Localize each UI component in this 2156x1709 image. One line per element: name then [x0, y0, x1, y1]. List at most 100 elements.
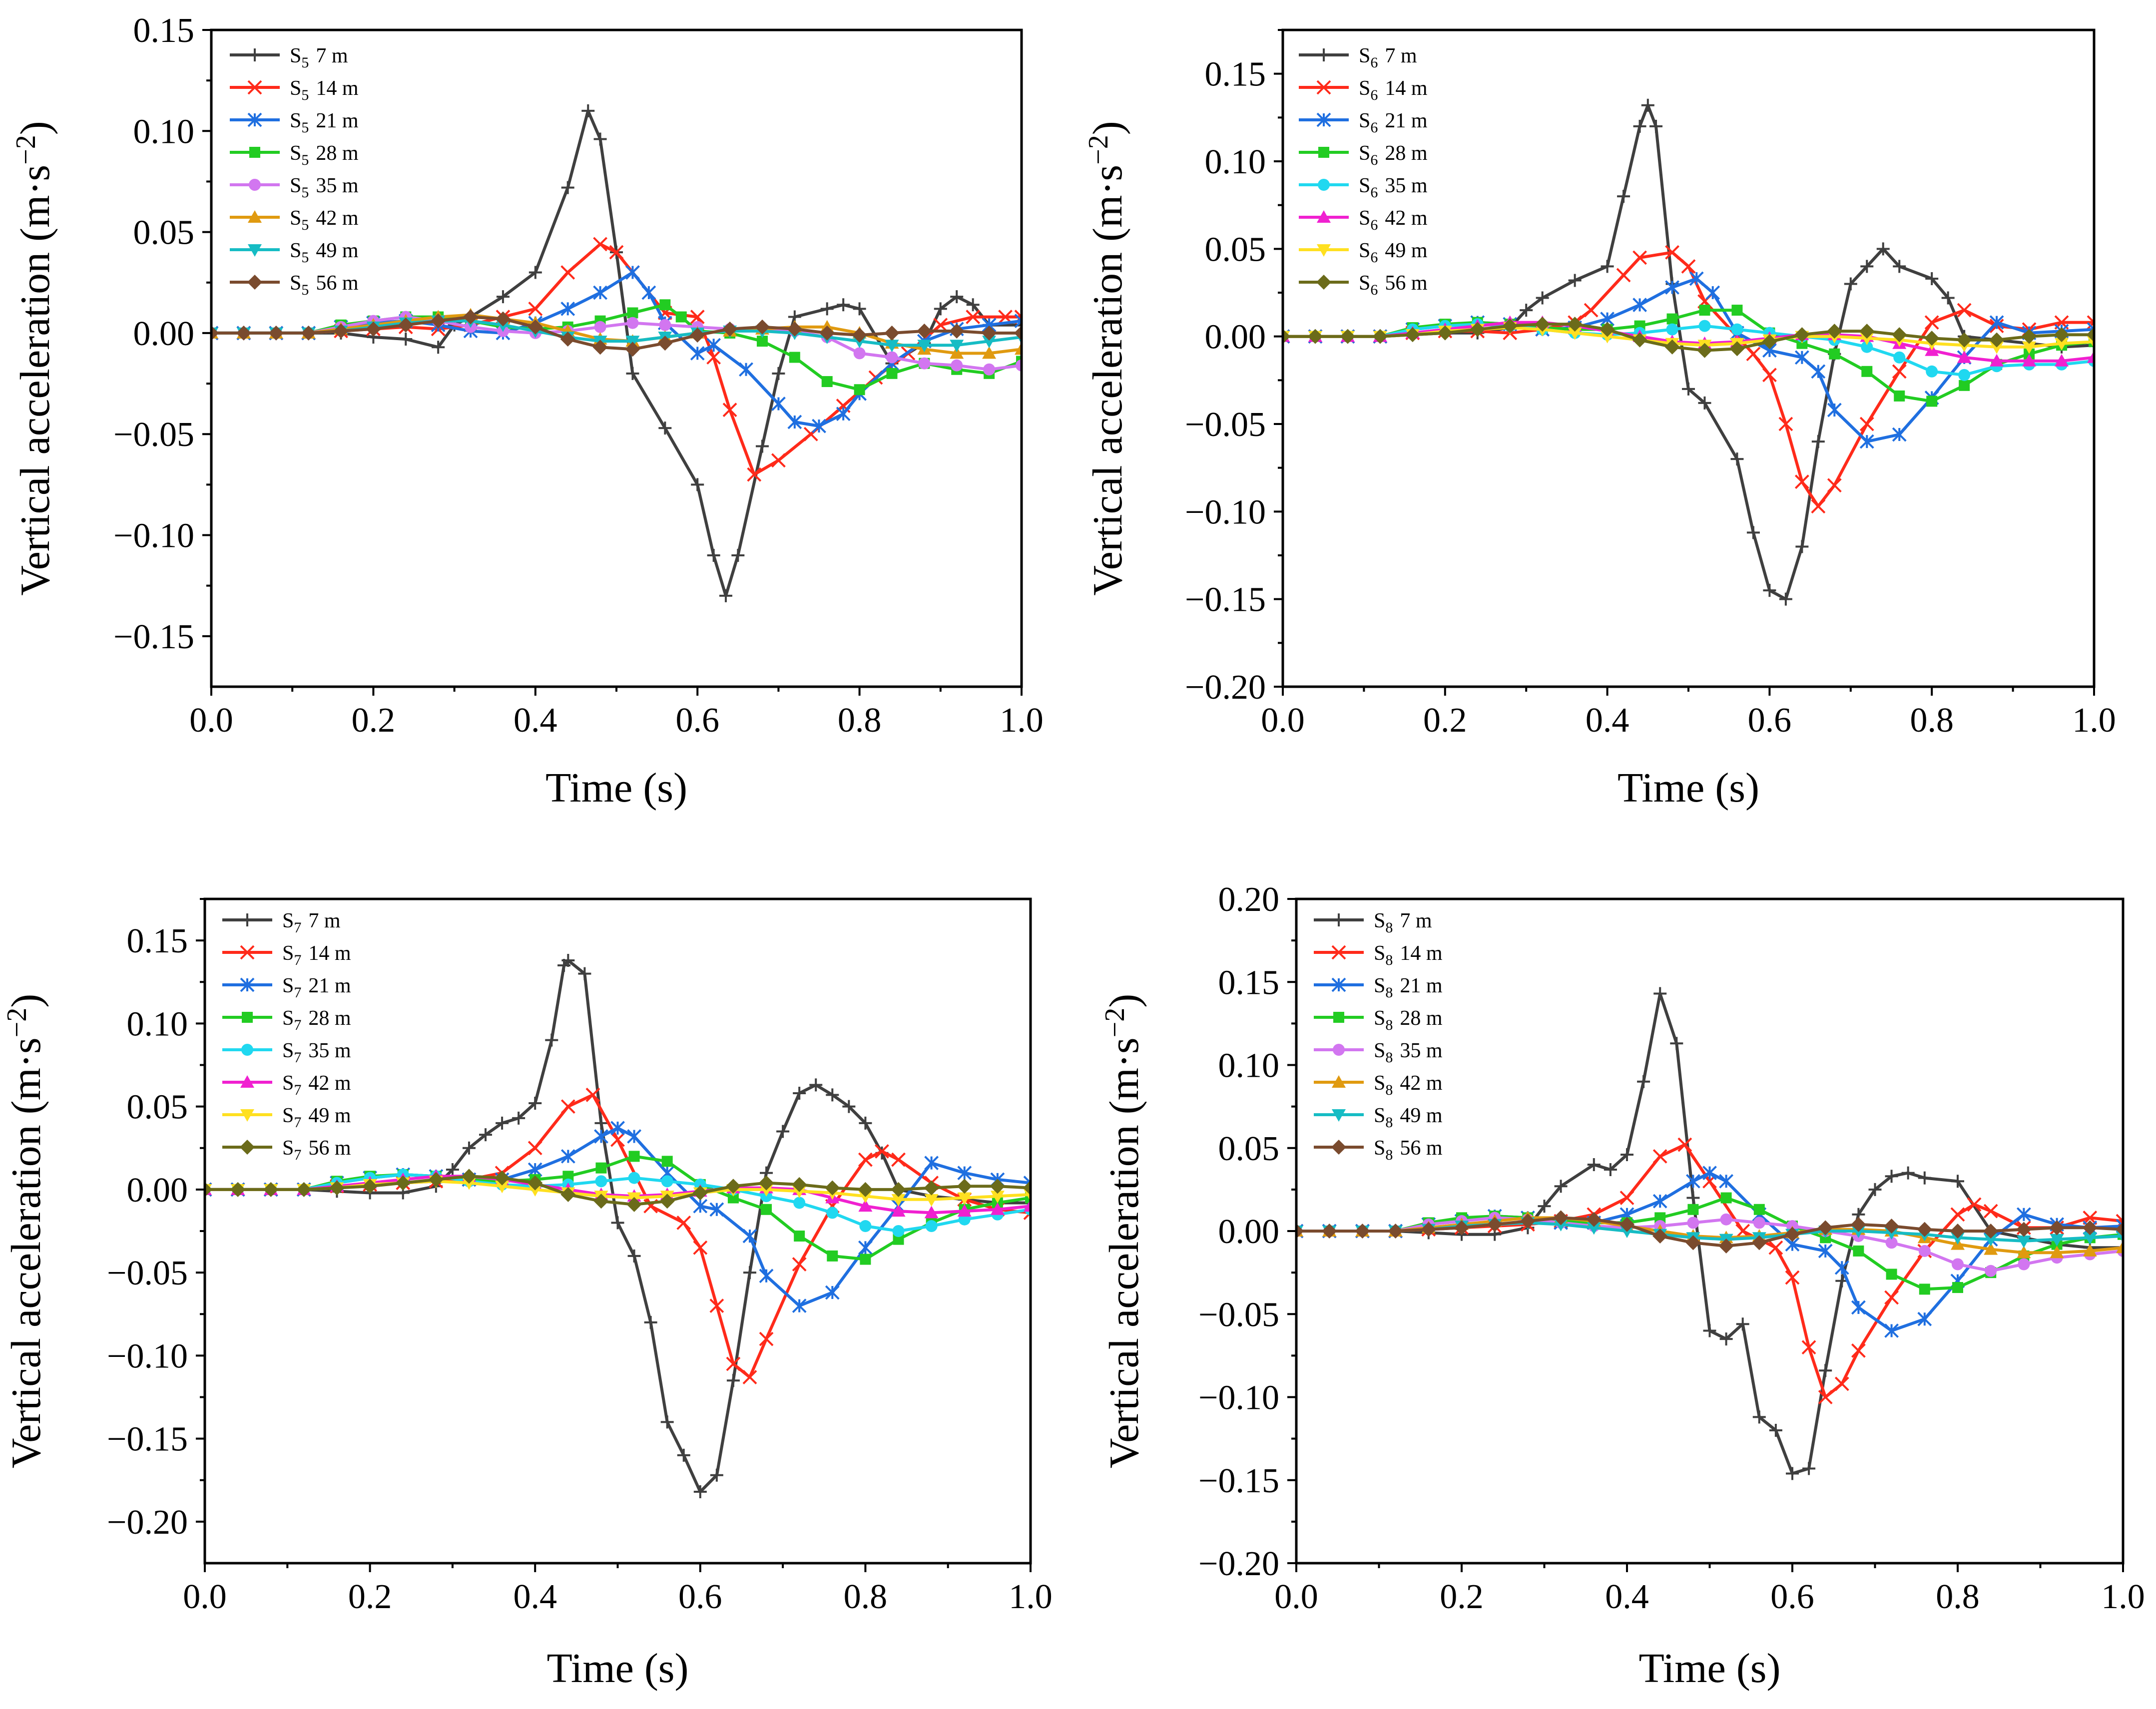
data-point: [1719, 1332, 1733, 1346]
data-point: [754, 319, 770, 335]
data-point: [950, 290, 964, 304]
data-point: [1023, 1180, 1031, 1196]
data-point: [1698, 396, 1711, 410]
data-point: [2054, 327, 2070, 343]
data-point: [594, 1129, 608, 1144]
data-point: [990, 1202, 1005, 1215]
legend-label: S5 14 m: [290, 77, 359, 103]
legend-marker: [1332, 913, 1345, 926]
data-point: [236, 325, 251, 341]
data-point: [1818, 1220, 1833, 1236]
legend-entry: S5 35 m: [230, 174, 359, 201]
data-point: [891, 1152, 906, 1167]
data-point: [1768, 1240, 1783, 1255]
data-point: [1827, 478, 1842, 493]
data-point: [594, 1116, 608, 1130]
data-point: [825, 1180, 840, 1196]
legend-marker: [1316, 275, 1331, 290]
y-tick-label: 0.10: [133, 112, 195, 151]
data-point: [1884, 1290, 1899, 1305]
data-point: [983, 363, 996, 376]
data-point: [1786, 1467, 1799, 1480]
data-point: [268, 325, 284, 341]
legend-entry: S8 21 m: [1314, 974, 1443, 1001]
data-point: [2024, 348, 2035, 360]
x-tick-label: 0.8: [1936, 1578, 1980, 1616]
data-point: [858, 1152, 873, 1167]
data-point: [496, 1116, 509, 1130]
legend-marker: [248, 48, 261, 61]
legend-entry: S6 42 m: [1299, 207, 1428, 233]
data-point: [1619, 1217, 1634, 1232]
data-point: [731, 549, 745, 562]
data-point: [1685, 1235, 1701, 1251]
data-point: [593, 237, 607, 252]
data-point: [528, 1175, 543, 1191]
data-point: [1794, 350, 1809, 365]
legend-entry: S5 49 m: [230, 239, 359, 266]
legend-label: S5 7 m: [290, 44, 348, 71]
series-line: [1283, 321, 2094, 363]
data-point: [2087, 315, 2094, 330]
data-point: [690, 310, 705, 324]
data-point: [2050, 1234, 2064, 1247]
y-tick-label: 0.00: [127, 1171, 188, 1210]
data-point: [1720, 1192, 1732, 1204]
data-point: [2087, 327, 2094, 343]
data-point: [1584, 303, 1599, 318]
data-point: [1652, 1228, 1668, 1244]
data-point: [747, 467, 762, 482]
data-point: [1983, 1224, 1999, 1239]
data-point: [595, 1162, 607, 1174]
data-point: [1893, 351, 1906, 364]
chart-panel-s6: 0.0 0.2 0.4 0.6 0.8 1.0 −0.20 −0.15 −0.10 −0.05 0.…: [1083, 28, 2116, 811]
data-point: [1951, 1175, 1964, 1188]
data-point: [858, 1199, 873, 1212]
data-point: [1884, 1219, 1899, 1234]
series-line: [205, 1175, 1031, 1215]
data-point: [211, 325, 219, 341]
data-point: [990, 1191, 1005, 1204]
y-tick-label: 0.10: [1218, 1047, 1280, 1085]
data-point: [743, 1266, 756, 1280]
y-tick-label: 0.15: [1218, 963, 1280, 1002]
data-point: [1794, 474, 1809, 489]
x-axis-title: Time (s): [1617, 765, 1759, 811]
data-point: [1990, 341, 2004, 354]
legend-label: S6 14 m: [1359, 77, 1428, 103]
data-point: [561, 954, 575, 967]
x-tick-label: 0.4: [514, 701, 557, 740]
y-tick-label: 0.05: [127, 1088, 188, 1127]
legend-label: S8 7 m: [1374, 909, 1432, 936]
series-s6-56m: [1283, 317, 2094, 358]
data-point: [722, 321, 738, 337]
chart-panel-s7: 0.0 0.2 0.4 0.6 0.8 1.0 −0.20 −0.15 −0.10 −0.05 0.…: [1, 897, 1053, 1692]
data-point: [677, 1448, 690, 1462]
data-point: [949, 323, 965, 339]
data-point: [772, 367, 785, 380]
legend-marker: [1317, 48, 1330, 61]
data-point: [2022, 341, 2037, 354]
legend-entry: S5 56 m: [230, 272, 359, 298]
x-tick-label: 0.2: [1423, 701, 1467, 740]
data-point: [1567, 317, 1583, 332]
data-point: [1959, 380, 1970, 391]
data-point: [990, 1179, 1005, 1194]
data-point: [1753, 1217, 1765, 1229]
legend-entry: S6 35 m: [1299, 174, 1428, 201]
legend-marker: [1332, 1109, 1346, 1122]
data-point: [756, 336, 768, 347]
data-point: [1886, 1269, 1897, 1280]
legend-label: S8 14 m: [1374, 942, 1443, 968]
data-point: [1868, 1183, 1882, 1196]
data-point: [1762, 368, 1777, 383]
data-point: [609, 245, 624, 260]
data-point: [1649, 119, 1663, 133]
data-point: [891, 1194, 906, 1207]
data-point: [957, 1192, 972, 1205]
data-point: [859, 1220, 872, 1233]
data-point: [628, 1172, 640, 1184]
plot-area: [1296, 987, 2123, 1480]
legend-entry: S6 56 m: [1299, 272, 1428, 298]
plot-area: [1283, 98, 2094, 606]
